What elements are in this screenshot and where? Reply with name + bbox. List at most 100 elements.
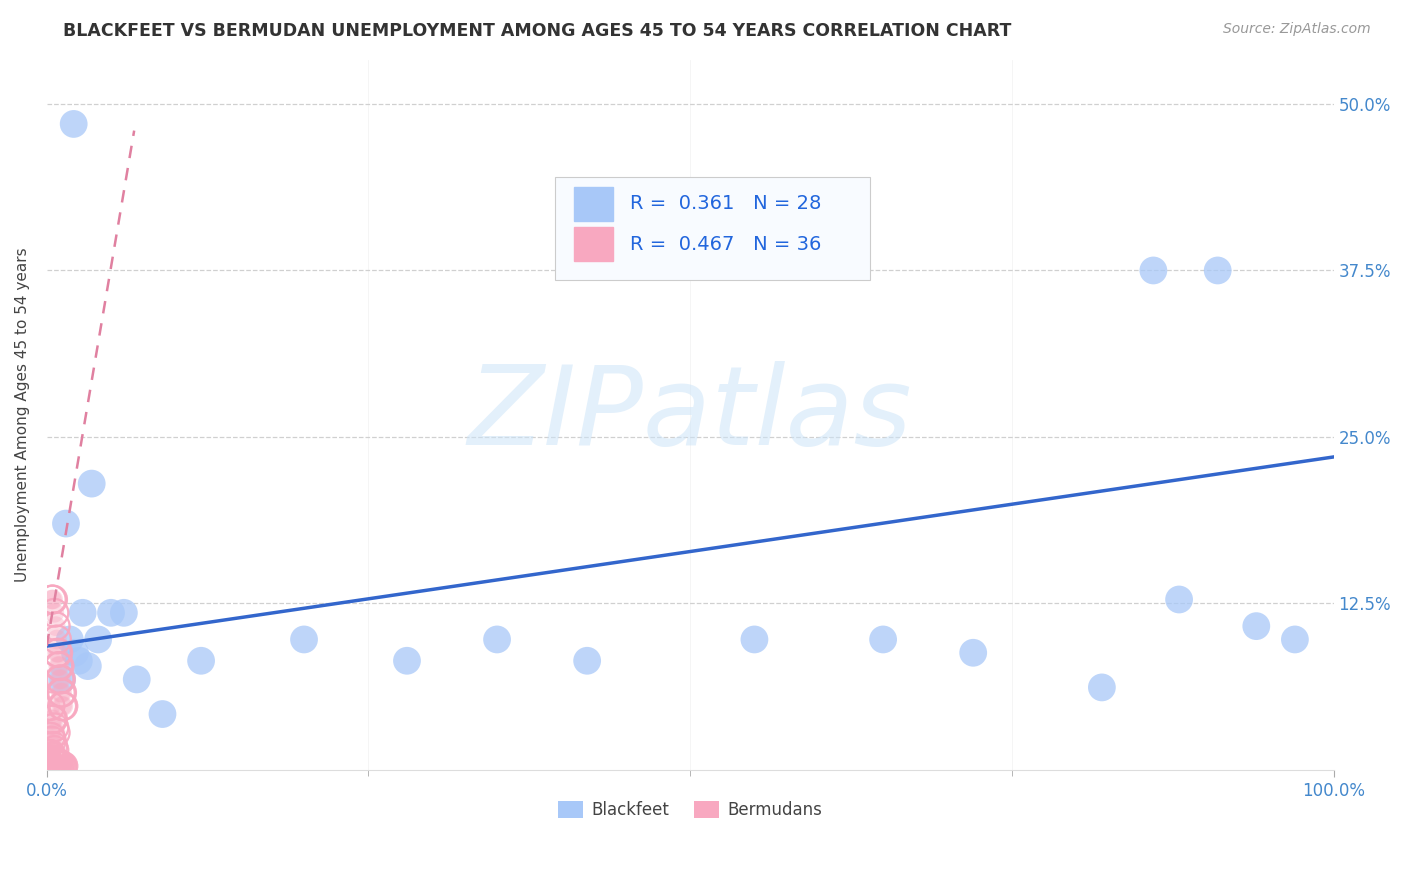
Text: ZIPatlas: ZIPatlas	[468, 361, 912, 468]
Point	[51, 673, 73, 687]
Point	[44, 754, 66, 768]
Point	[45, 755, 67, 769]
Point	[52, 759, 75, 773]
Point	[51, 759, 73, 773]
Point	[292, 632, 315, 647]
Point	[49, 757, 72, 772]
Point	[62, 117, 84, 131]
Point	[39, 747, 62, 761]
Point	[48, 757, 70, 772]
Point	[41, 733, 63, 747]
Point	[45, 619, 67, 633]
Point	[52, 699, 75, 714]
Point	[46, 632, 69, 647]
Point	[42, 592, 65, 607]
Point	[42, 739, 65, 753]
Point	[39, 730, 62, 744]
Point	[39, 699, 62, 714]
Point	[46, 756, 69, 771]
Point	[44, 606, 66, 620]
Legend: Blackfeet, Bermudans: Blackfeet, Bermudans	[551, 794, 830, 826]
Point	[41, 712, 63, 726]
Point	[39, 730, 62, 744]
Point	[486, 632, 509, 647]
Bar	[574, 186, 613, 221]
Point	[42, 712, 65, 726]
Point	[49, 673, 72, 687]
Point	[46, 646, 69, 660]
Point	[52, 759, 75, 773]
Point	[1206, 263, 1229, 277]
Point	[46, 756, 69, 771]
Point	[46, 646, 69, 660]
Text: R =  0.361   N = 28: R = 0.361 N = 28	[630, 194, 821, 213]
Point	[42, 739, 65, 753]
Point	[51, 699, 73, 714]
Point	[38, 747, 60, 761]
Point	[41, 749, 63, 764]
Text: R =  0.467   N = 36: R = 0.467 N = 36	[630, 235, 821, 254]
Point	[44, 606, 66, 620]
Point	[45, 725, 67, 739]
Point	[41, 733, 63, 747]
Point	[46, 756, 69, 771]
Point	[45, 725, 67, 739]
Point	[44, 743, 66, 757]
Point	[41, 749, 63, 764]
Point	[49, 673, 72, 687]
Point	[45, 619, 67, 633]
Point	[48, 659, 70, 673]
Point	[44, 754, 66, 768]
Point	[48, 659, 70, 673]
Point	[51, 686, 73, 700]
Point	[44, 720, 66, 734]
Point	[39, 699, 62, 714]
Point	[576, 654, 599, 668]
Point	[80, 476, 103, 491]
Point	[48, 659, 70, 673]
Point	[41, 712, 63, 726]
Point	[46, 646, 69, 660]
Point	[46, 646, 69, 660]
Point	[39, 747, 62, 761]
Point	[1246, 619, 1268, 633]
Point	[52, 759, 75, 773]
Point	[46, 659, 69, 673]
Point	[59, 632, 82, 647]
Point	[395, 654, 418, 668]
Point	[1284, 632, 1306, 647]
Point	[76, 659, 98, 673]
Point	[52, 699, 75, 714]
Point	[112, 606, 135, 620]
Point	[962, 646, 984, 660]
Point	[48, 673, 70, 687]
Point	[44, 743, 66, 757]
Text: Source: ZipAtlas.com: Source: ZipAtlas.com	[1223, 22, 1371, 37]
Point	[100, 606, 122, 620]
Y-axis label: Unemployment Among Ages 45 to 54 years: Unemployment Among Ages 45 to 54 years	[15, 247, 30, 582]
Point	[49, 686, 72, 700]
Point	[67, 654, 90, 668]
Point	[49, 673, 72, 687]
Point	[52, 699, 75, 714]
Point	[42, 752, 65, 766]
Point	[41, 592, 63, 607]
Text: BLACKFEET VS BERMUDAN UNEMPLOYMENT AMONG AGES 45 TO 54 YEARS CORRELATION CHART: BLACKFEET VS BERMUDAN UNEMPLOYMENT AMONG…	[63, 22, 1012, 40]
Point	[42, 592, 65, 607]
Point	[46, 659, 69, 673]
Point	[38, 747, 60, 761]
Point	[49, 757, 72, 772]
Point	[42, 739, 65, 753]
Point	[1091, 681, 1114, 695]
Point	[49, 686, 72, 700]
Point	[63, 646, 86, 660]
Point	[49, 757, 72, 772]
Point	[48, 757, 70, 772]
Point	[46, 632, 69, 647]
Point	[55, 516, 77, 531]
Point	[39, 747, 62, 761]
Point	[46, 659, 69, 673]
Point	[1168, 592, 1191, 607]
Point	[42, 752, 65, 766]
Point	[152, 707, 174, 722]
